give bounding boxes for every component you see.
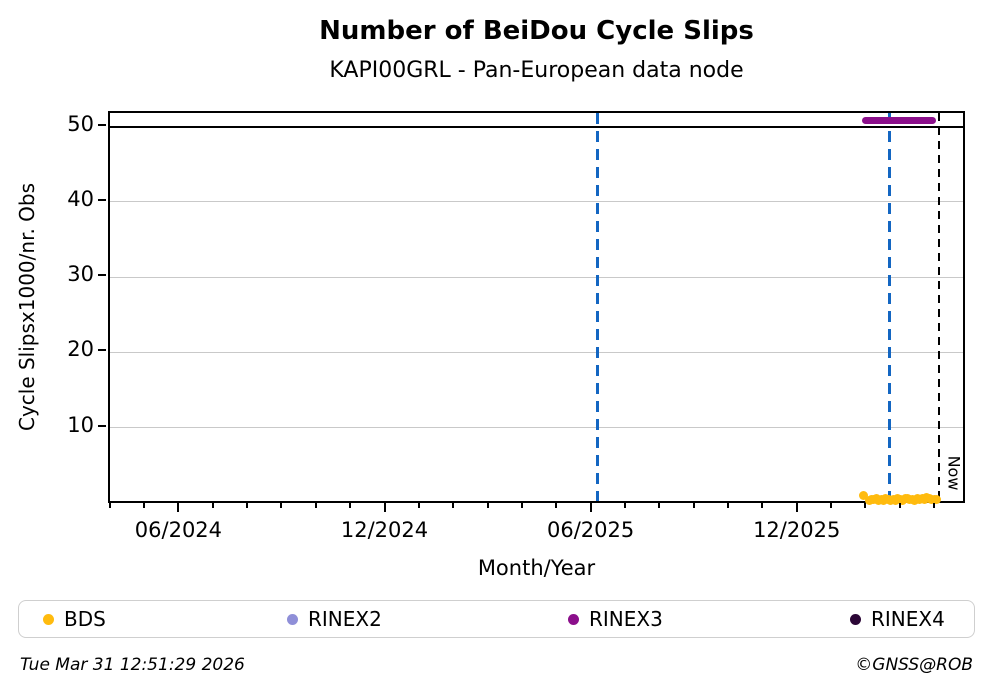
legend-box: BDS RINEX2 RINEX3 RINEX4 — [18, 600, 975, 638]
legend-label: RINEX2 — [308, 607, 382, 631]
x-tick-mark-minor — [280, 503, 283, 508]
y-tick-label: 30 — [67, 262, 94, 287]
plot-area: Now — [108, 111, 965, 506]
x-tick-mark-major — [177, 503, 180, 512]
x-tick-mark-minor — [726, 503, 729, 508]
legend-label: RINEX4 — [871, 607, 945, 631]
y-tick-mark — [98, 123, 106, 126]
bds-data-point — [858, 490, 868, 500]
now-line — [938, 113, 941, 501]
plot-timestamp: Tue Mar 31 12:51:29 2026 — [20, 655, 245, 675]
y-gridline — [110, 351, 963, 353]
bds-legend-dot-icon — [43, 613, 54, 625]
y-gridline — [110, 201, 963, 203]
event-line — [596, 113, 600, 501]
now-label: Now — [944, 455, 964, 491]
y-tick-label: 50 — [67, 111, 94, 136]
x-tick-mark-minor — [933, 503, 936, 508]
rinex3-data-segment — [862, 117, 937, 125]
y-gridline — [110, 427, 963, 428]
x-tick-mark-minor — [898, 503, 901, 508]
threshold-line-50 — [110, 125, 963, 128]
legend-label: RINEX3 — [589, 607, 663, 631]
legend-entry-rinex4: RINEX4 — [850, 601, 945, 637]
rinex4-legend-dot-icon — [850, 613, 861, 625]
copyright-credit: ©GNSS@ROB — [855, 655, 973, 675]
y-tick-mark — [98, 198, 106, 201]
x-axis-label: Month/Year — [477, 556, 596, 580]
x-tick-mark-minor — [623, 503, 626, 508]
x-tick-mark-minor — [349, 503, 352, 508]
y-tick-mark — [98, 349, 106, 352]
x-tick-label: 06/2024 — [134, 518, 223, 542]
legend-entry-rinex3: RINEX3 — [568, 601, 663, 637]
y-axis-label: Cycle Slipsx1000/nr. Obs — [15, 182, 39, 432]
y-tick-label: 10 — [67, 412, 94, 437]
chart-subtitle: KAPI00GRL - Pan-European data node — [329, 58, 744, 83]
x-tick-label: 12/2025 — [753, 518, 841, 542]
x-tick-mark-minor — [555, 503, 558, 508]
legend-entry-bds: BDS — [43, 601, 106, 637]
bds-data-point — [931, 495, 941, 505]
y-gridline — [110, 276, 963, 278]
y-tick-mark — [98, 424, 106, 427]
rinex3-legend-dot-icon — [568, 613, 579, 625]
x-tick-mark-minor — [417, 503, 420, 508]
y-tick-mark — [98, 274, 106, 277]
x-tick-mark-minor — [520, 503, 523, 508]
chart-title: Number of BeiDou Cycle Slips — [319, 16, 754, 46]
x-tick-mark-major — [383, 503, 386, 512]
y-tick-label: 20 — [67, 337, 94, 362]
x-tick-mark-minor — [211, 503, 214, 508]
x-tick-mark-minor — [486, 503, 489, 508]
x-tick-mark-minor — [864, 503, 867, 508]
event-line — [887, 113, 891, 501]
x-tick-mark-minor — [830, 503, 833, 508]
x-tick-mark-major — [795, 503, 798, 512]
legend-label: BDS — [64, 607, 106, 631]
x-tick-mark-minor — [452, 503, 455, 508]
x-tick-mark-major — [589, 503, 592, 512]
x-tick-mark-minor — [692, 503, 695, 508]
x-tick-mark-minor — [314, 503, 317, 508]
x-tick-mark-minor — [143, 503, 146, 508]
x-tick-label: 06/2025 — [546, 518, 635, 542]
x-tick-mark-minor — [108, 503, 111, 508]
x-tick-label: 12/2024 — [340, 518, 429, 542]
legend-entry-rinex2: RINEX2 — [287, 601, 382, 637]
x-tick-mark-minor — [246, 503, 249, 508]
y-tick-label: 40 — [67, 186, 94, 211]
x-tick-mark-minor — [658, 503, 661, 508]
rinex2-legend-dot-icon — [287, 613, 298, 625]
x-tick-mark-minor — [761, 503, 764, 508]
